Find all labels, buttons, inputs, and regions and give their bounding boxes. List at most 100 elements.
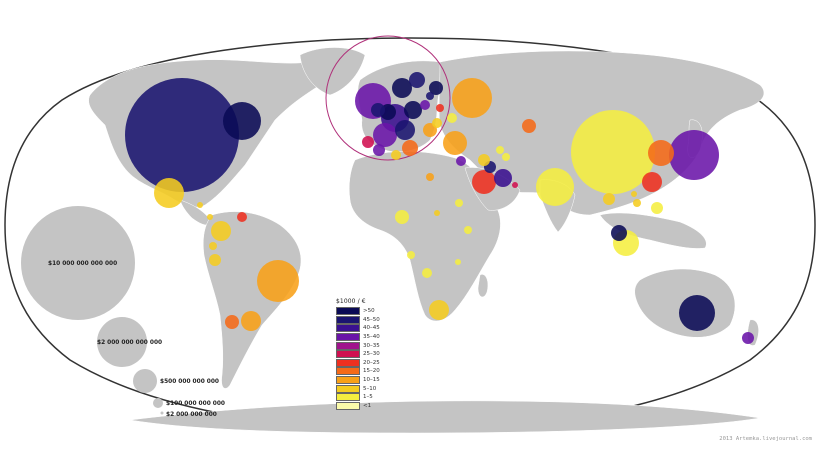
country-bubble [648,140,674,166]
country-bubble [404,101,422,119]
country-bubble [494,169,512,187]
country-bubble [679,295,715,331]
country-bubble [452,78,492,118]
country-bubble [478,154,490,166]
country-bubble [373,144,385,156]
legend-row: 40–45 [336,324,390,333]
legend-row: 30–35 [336,341,390,350]
country-bubble [611,225,627,241]
country-bubble [631,191,637,197]
legend-label: 30–35 [363,342,380,349]
legend-rows: >50 45–50 40–45 35–40 30–35 25–30 20–25 15–20 10… [336,307,390,410]
country-bubble [502,153,510,161]
country-bubble [422,268,432,278]
country-bubble [429,300,449,320]
legend-swatch [336,384,360,393]
antarctica [129,400,761,434]
madagascar [477,274,489,298]
size-label-500b: $500 000 000 000 [160,377,219,385]
legend-swatch [336,393,360,402]
country-bubble [522,119,536,133]
size-circle-500b [133,369,157,393]
legend-swatch [336,350,360,359]
legend-row: 5–10 [336,384,390,393]
country-bubble [154,178,184,208]
country-bubble [211,221,231,241]
country-bubble [373,123,397,147]
legend-label: <1 [363,402,372,409]
legend-row: 45–50 [336,315,390,325]
legend-title: $1000 / € [336,298,366,305]
legend-label: >50 [363,308,375,315]
legend-swatch [336,341,360,350]
country-bubble [407,251,415,259]
country-bubble [642,172,662,192]
country-bubble [472,170,496,194]
country-bubble [392,78,412,98]
legend: $1000 / € >50 45–50 40–45 35–40 30–35 25–30 20… [336,298,390,410]
country-bubble [669,130,719,180]
legend-swatch [336,401,360,410]
south-america [203,211,302,389]
credit-text: 2013 Artemka.livejournal.com [719,436,812,442]
legend-swatch [336,307,360,316]
africa [348,151,501,322]
legend-row: 25–30 [336,350,390,359]
country-bubble [420,100,430,110]
country-bubble [395,210,409,224]
country-bubble [603,193,615,205]
country-bubble [571,110,655,194]
legend-label: 1–5 [363,394,373,401]
country-bubble [225,315,239,329]
country-bubble [197,202,203,208]
country-bubble [241,311,261,331]
country-bubble [209,254,221,266]
europe-highlight-ring [325,35,451,161]
country-bubble [426,92,434,100]
country-bubble [257,260,299,302]
country-bubble [464,226,472,234]
legend-swatch [336,324,360,333]
legend-label: 20–25 [363,359,380,366]
legend-row: >50 [336,307,390,316]
size-label-2b: $2 000 000 000 [166,410,217,418]
legend-row: 20–25 [336,358,390,368]
country-bubble [536,168,574,206]
country-bubble [434,210,440,216]
size-label-100b: $100 000 000 000 [166,399,225,407]
legend-swatch [336,367,360,376]
legend-label: 45–50 [363,316,380,323]
legend-label: 40–45 [363,325,380,332]
country-bubble [443,131,467,155]
country-bubble [436,104,444,112]
country-bubble [512,182,518,188]
country-bubble [429,81,443,95]
country-bubble [455,259,461,265]
country-bubble [402,140,418,156]
country-bubble [395,120,415,140]
legend-swatch [336,333,360,342]
country-bubble [409,72,425,88]
country-bubble [455,199,463,207]
size-circle-100b [153,398,163,408]
central-america [179,199,213,226]
country-bubble [633,199,641,207]
legend-row: <1 [336,401,390,411]
country-bubble [125,78,239,192]
legend-swatch [336,376,360,385]
country-bubbles [125,72,754,344]
legend-row: 10–15 [336,376,390,385]
country-bubble [456,156,466,166]
size-label-10t: $10 000 000 000 000 [48,259,117,267]
country-bubble [207,214,213,220]
legend-row: 35–40 [336,333,390,342]
legend-row: 15–20 [336,367,390,376]
country-bubble [371,103,385,117]
legend-row: 1–5 [336,393,390,402]
country-bubble [742,332,754,344]
country-bubble [651,202,663,214]
legend-label: 15–20 [363,368,380,375]
legend-swatch [336,315,360,324]
